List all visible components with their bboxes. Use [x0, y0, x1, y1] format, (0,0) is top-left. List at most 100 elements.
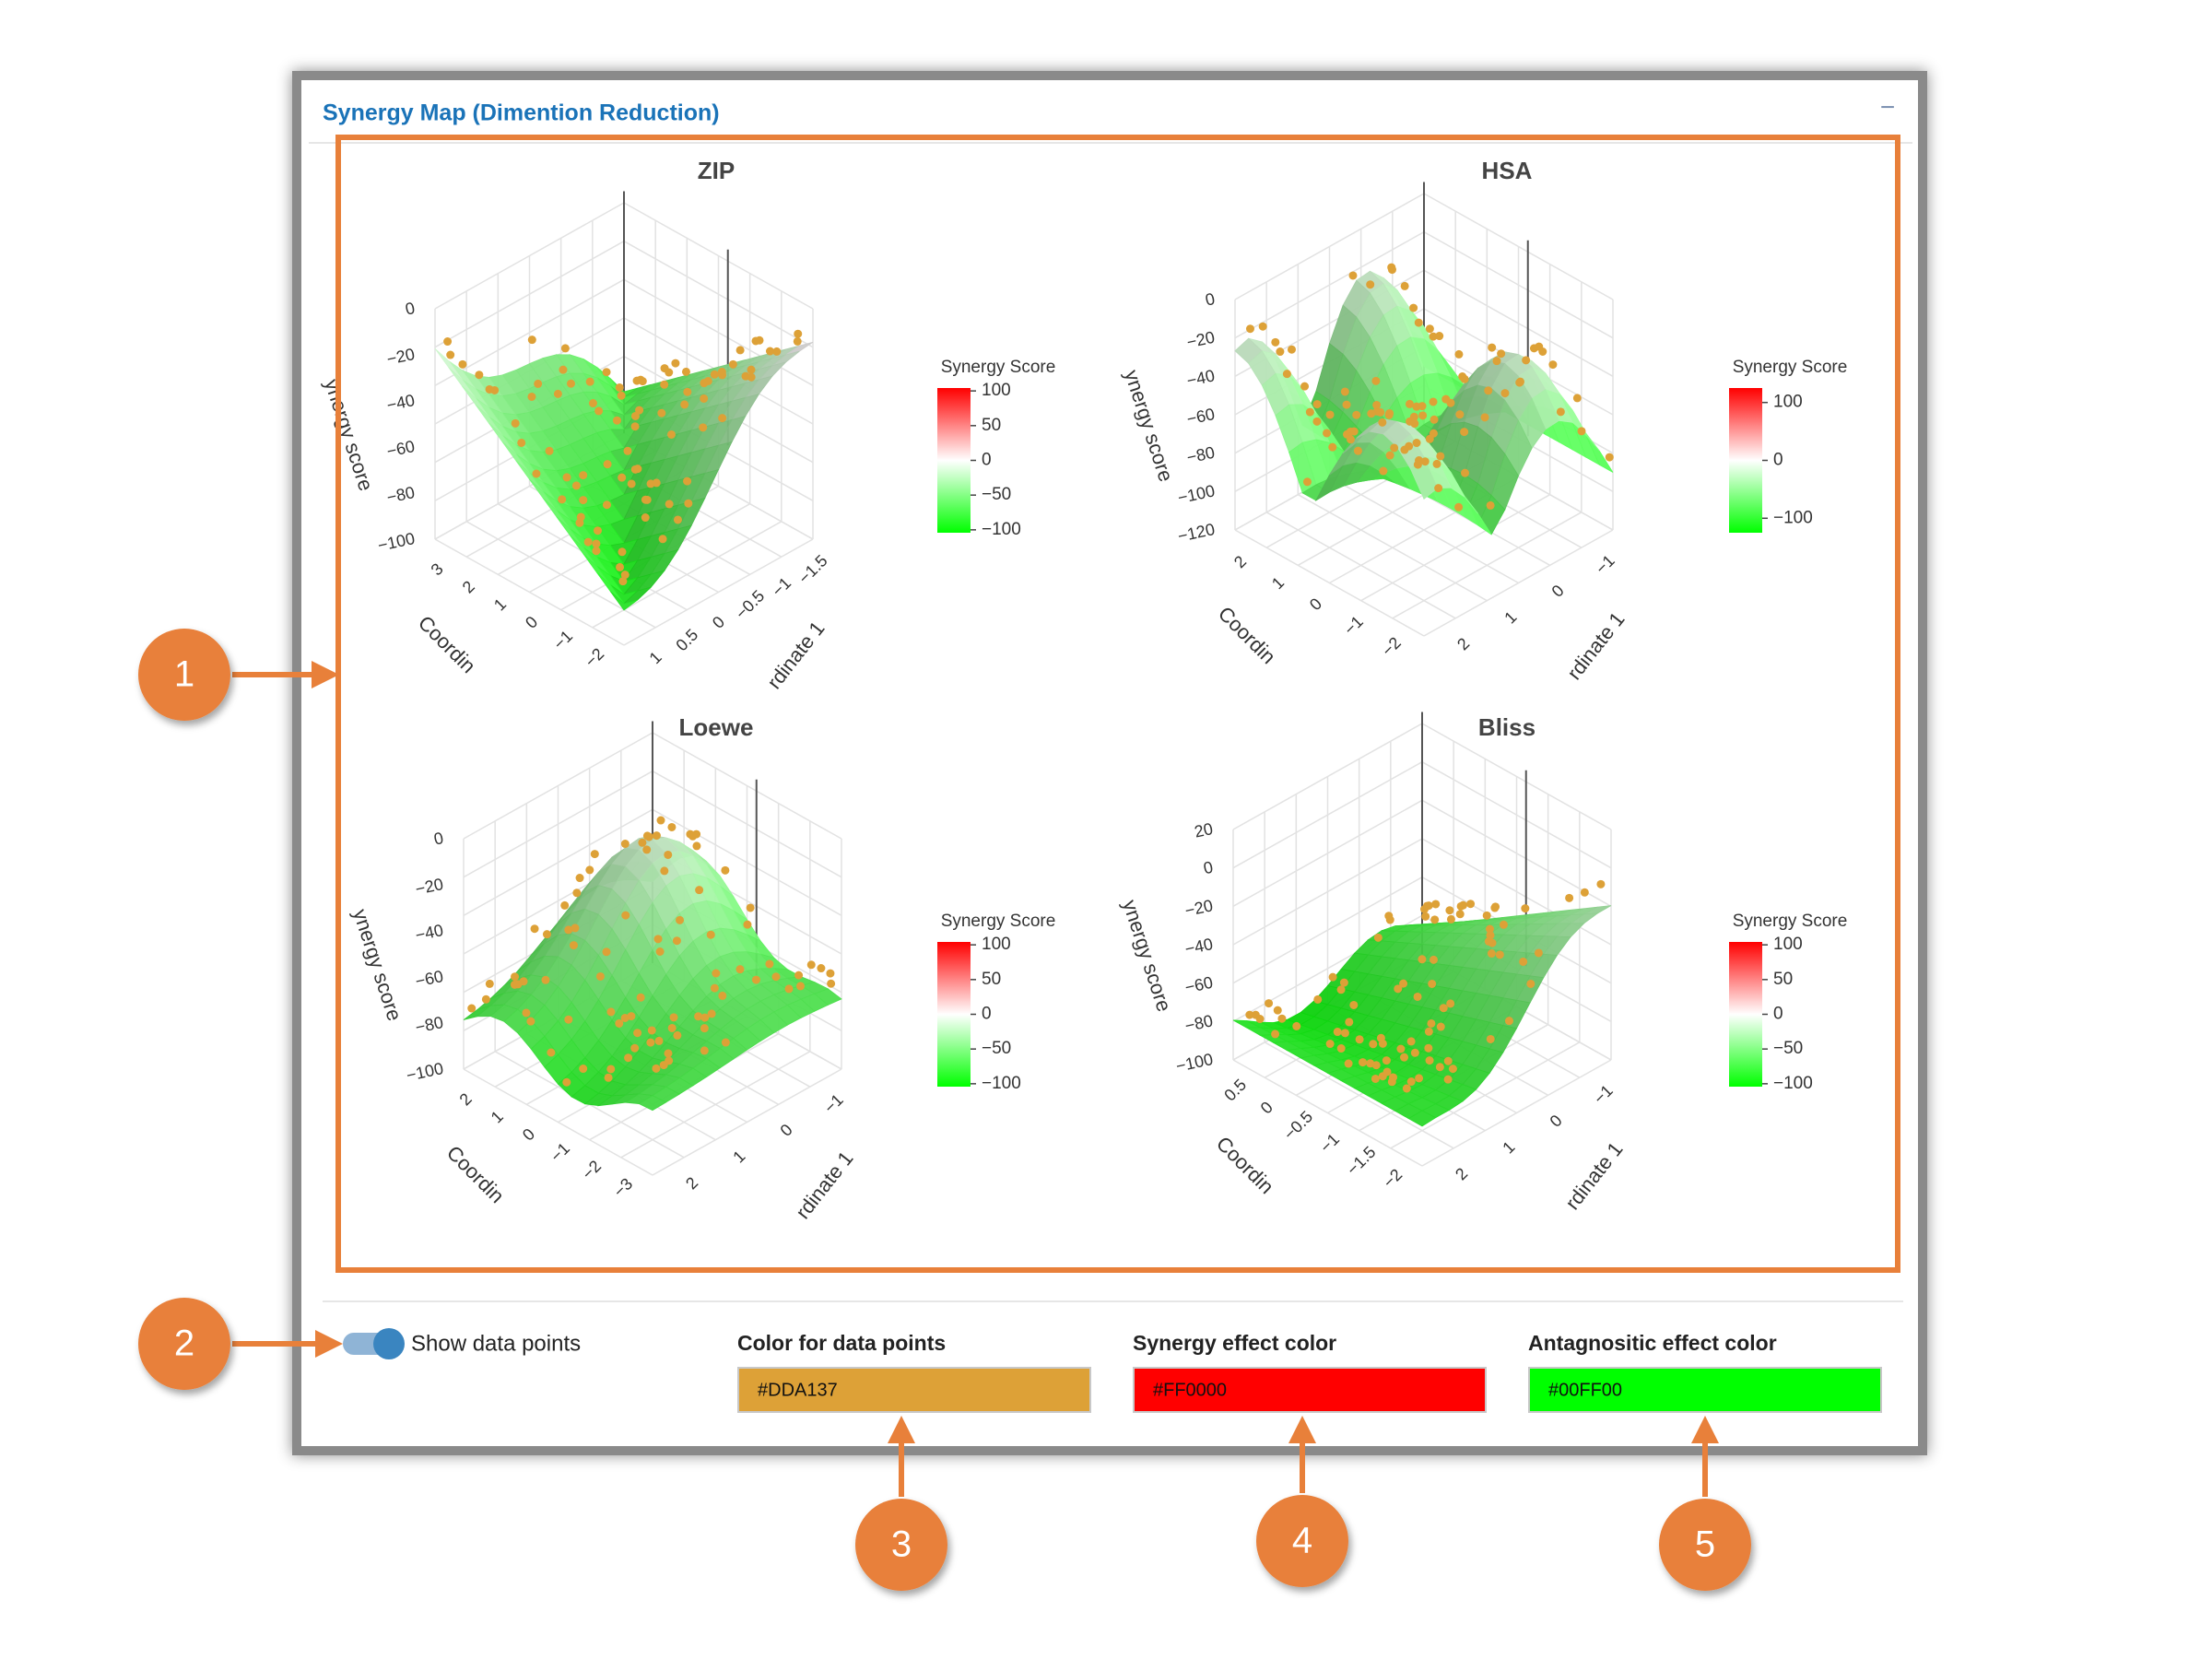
- data-point: [1421, 912, 1430, 921]
- surface-patch: [1407, 1110, 1437, 1127]
- data-point: [630, 1043, 640, 1053]
- data-point: [564, 1015, 573, 1024]
- floor-grid: [463, 1068, 653, 1176]
- data-point: [1519, 957, 1528, 966]
- data-point: [624, 1053, 633, 1063]
- data-point: [579, 1065, 588, 1074]
- data-point: [618, 577, 628, 586]
- data-point: [728, 359, 737, 369]
- wall-grid: [1421, 761, 1612, 869]
- data-point: [620, 840, 629, 849]
- collapse-button[interactable]: −: [1880, 92, 1895, 121]
- colorbar-tick-label: −100: [1773, 1074, 1813, 1093]
- data-point: [1439, 1004, 1448, 1013]
- plot-title: Bliss: [1478, 713, 1535, 741]
- data-point: [646, 1038, 655, 1047]
- data-point: [1359, 1058, 1368, 1067]
- data-point: [1425, 434, 1434, 443]
- data-point: [1515, 378, 1524, 387]
- data-point: [699, 423, 708, 432]
- callout-badge: [855, 1499, 947, 1591]
- data-point: [623, 446, 632, 455]
- data-point: [636, 993, 645, 1002]
- data-point: [1490, 903, 1500, 912]
- data-point: [654, 1036, 664, 1045]
- data-point: [683, 477, 692, 486]
- data-point: [558, 495, 567, 504]
- data-point: [1596, 879, 1606, 888]
- toggle[interactable]: [343, 1328, 405, 1359]
- data-point: [1400, 281, 1409, 290]
- data-point: [1538, 347, 1547, 357]
- data-point: [1420, 904, 1430, 913]
- data-point: [1482, 911, 1491, 920]
- colorbar-tick-label: −100: [1773, 508, 1813, 527]
- data-point: [1305, 407, 1314, 417]
- data-point: [602, 500, 611, 510]
- data-point: [541, 975, 550, 984]
- data-point: [1282, 370, 1291, 379]
- data-point: [751, 975, 760, 984]
- data-point: [1369, 1040, 1378, 1049]
- data-point: [671, 359, 680, 368]
- data-point: [1480, 413, 1489, 422]
- data-point: [1371, 1074, 1380, 1083]
- callout-badge: [1256, 1495, 1348, 1587]
- colorbar-tick-label: 50: [982, 970, 1001, 989]
- data-point: [620, 571, 629, 580]
- data-point: [1292, 1021, 1301, 1030]
- data-point: [1277, 1014, 1287, 1023]
- data-point: [700, 1024, 709, 1033]
- callout-badge: [138, 629, 230, 721]
- data-point: [1427, 1018, 1436, 1028]
- data-point: [657, 408, 666, 418]
- data-point: [1366, 1059, 1375, 1068]
- data-point: [667, 1023, 677, 1032]
- data-point: [1258, 322, 1267, 331]
- color-input[interactable]: [737, 1367, 1091, 1413]
- data-point: [1556, 407, 1565, 417]
- data-point: [1265, 999, 1274, 1008]
- data-point: [1487, 949, 1496, 959]
- data-point: [542, 930, 551, 939]
- data-point: [1455, 410, 1465, 419]
- data-point: [569, 941, 578, 950]
- data-point: [1455, 910, 1465, 919]
- data-point: [1425, 1056, 1434, 1065]
- data-point: [751, 336, 760, 346]
- data-point: [638, 838, 647, 847]
- data-point: [672, 936, 681, 946]
- data-point: [1414, 318, 1423, 327]
- data-point: [1367, 409, 1376, 418]
- colorbar-tick-label: 50: [1773, 970, 1793, 989]
- data-point: [1394, 984, 1403, 994]
- data-point: [575, 874, 584, 883]
- data-point: [1445, 906, 1454, 915]
- data-point: [1371, 376, 1381, 385]
- data-point: [1526, 979, 1535, 988]
- data-point: [707, 1009, 716, 1018]
- data-point: [665, 500, 674, 509]
- data-point: [718, 414, 727, 423]
- color-input[interactable]: [1133, 1367, 1487, 1413]
- plot-title: ZIP: [698, 157, 735, 184]
- color-input[interactable]: [1528, 1367, 1882, 1413]
- data-point: [694, 1012, 703, 1021]
- data-point: [1500, 389, 1510, 398]
- data-point: [446, 350, 455, 359]
- data-point: [1486, 1034, 1495, 1043]
- colorbar-title: Synergy Score: [1733, 358, 1848, 377]
- wall-grid: [1421, 723, 1612, 830]
- data-point: [1424, 1043, 1433, 1053]
- data-point: [615, 382, 624, 392]
- data-point: [1415, 1074, 1424, 1083]
- data-point: [1406, 1037, 1416, 1046]
- data-point: [545, 446, 554, 455]
- colorbar: [1729, 388, 1762, 533]
- data-point: [579, 471, 588, 480]
- callout-number: 3: [891, 1524, 912, 1565]
- wall-grid: [1423, 231, 1614, 339]
- data-point: [564, 925, 573, 935]
- data-point: [660, 866, 669, 876]
- data-point: [1372, 400, 1382, 409]
